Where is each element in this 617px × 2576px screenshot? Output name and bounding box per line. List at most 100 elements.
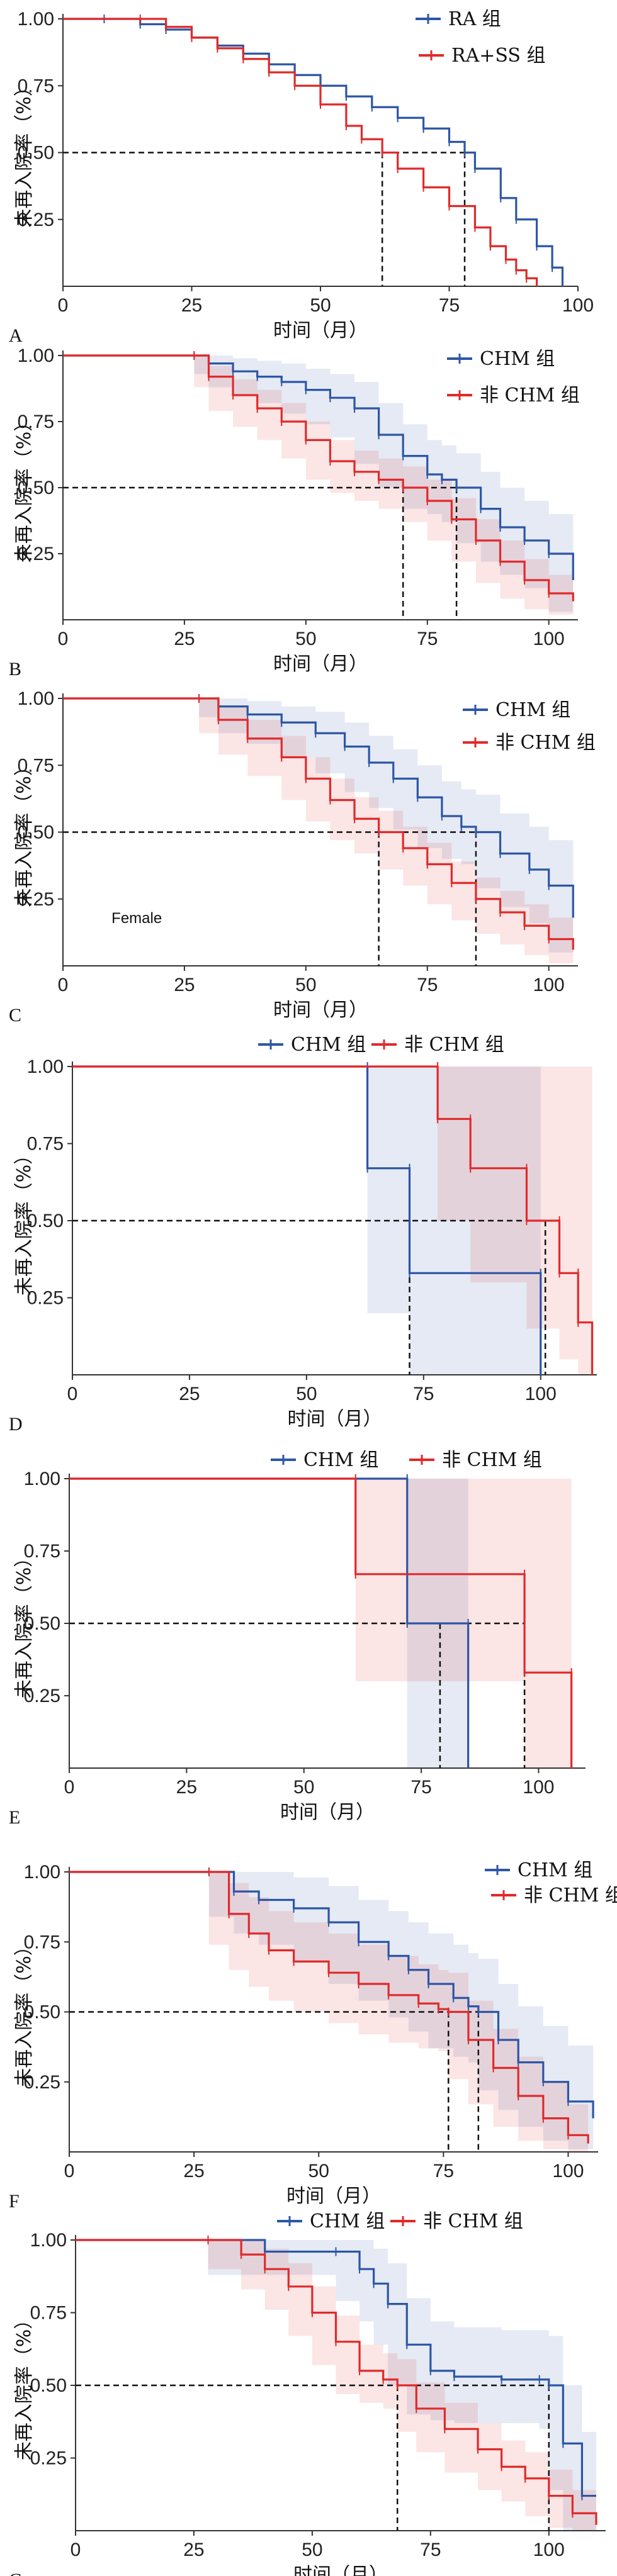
y-tick-label: 0.50 — [24, 1613, 60, 1634]
x-tick-label: 50 — [308, 2161, 329, 2181]
ci-band-a — [69, 1479, 468, 1768]
x-axis-title: 时间（月） — [273, 320, 368, 342]
x-tick-label: 50 — [310, 295, 331, 316]
x-tick-label: 75 — [439, 295, 460, 316]
panel-label: E — [9, 1807, 20, 1828]
x-tick-label: 50 — [302, 2540, 322, 2560]
legend-label: CHM 组 — [495, 699, 570, 721]
x-tick-label: 0 — [64, 1777, 75, 1798]
x-axis-title: 时间（月） — [280, 1801, 375, 1823]
legend-label: CHM 组 — [480, 348, 555, 370]
x-tick-label: 0 — [58, 975, 69, 995]
y-tick-label: 0.25 — [18, 210, 54, 230]
km-panel-c: 0 25 50 75 100 0.25 0.50 0.75 1.00 CHM 组非 CHM 组时间… — [9, 688, 596, 1026]
ci-band-b — [69, 1479, 572, 1768]
y-tick-label: 0.50 — [18, 143, 54, 164]
km-panel-b: 0 25 50 75 100 0.25 0.50 0.75 1.00 CHM 组非 CHM 组时间… — [9, 345, 580, 680]
y-tick-label: 1.00 — [18, 688, 54, 709]
x-tick-label: 25 — [176, 1777, 197, 1798]
x-axis-title: 时间（月） — [293, 2564, 388, 2576]
x-axis-title: 时间（月） — [273, 653, 368, 675]
y-tick-label: 0.25 — [18, 889, 54, 910]
y-tick-label: 0.25 — [24, 2072, 60, 2093]
x-tick-label: 25 — [183, 2540, 204, 2560]
x-tick-label: 100 — [533, 975, 565, 995]
y-tick-label: 1.00 — [30, 2230, 67, 2251]
x-axis-title: 时间（月） — [288, 1408, 382, 1430]
x-tick-label: 25 — [174, 975, 195, 995]
y-tick-label: 0.50 — [18, 478, 54, 498]
y-tick-label: 1.00 — [18, 9, 54, 30]
y-tick-label: 0.25 — [18, 544, 54, 564]
km-panel-f: 0 25 50 75 100 0.25 0.50 0.75 1.00 CHM 组非 CHM 组时间… — [9, 1859, 617, 2212]
y-tick-label: 1.00 — [24, 1469, 60, 1489]
y-axis-title: 未再入院率（%） — [13, 413, 35, 563]
y-tick-label: 0.75 — [18, 755, 54, 776]
legend-label: RA 组 — [448, 8, 501, 30]
x-tick-label: 75 — [417, 629, 438, 649]
y-axis-title: 未再入院率（%） — [13, 1548, 35, 1699]
x-tick-label: 0 — [64, 2161, 75, 2181]
legend-label: CHM 组 — [291, 1034, 366, 1056]
x-axis-title: 时间（月） — [286, 2185, 381, 2207]
panel-label: G — [9, 2570, 23, 2576]
km-curve-a — [76, 2239, 596, 2497]
x-tick-label: 25 — [174, 629, 195, 649]
x-tick-label: 25 — [181, 295, 202, 316]
km-panel-a: 0 25 50 75 100 0.25 0.50 0.75 1.00 RA 组 RA+SS 组时间（… — [9, 8, 594, 346]
x-tick-label: 50 — [293, 1777, 314, 1798]
x-axis-title: 时间（月） — [273, 999, 368, 1021]
legend-label: CHM 组 — [518, 1859, 592, 1881]
x-tick-label: 75 — [417, 975, 438, 995]
x-tick-label: 25 — [183, 2161, 204, 2181]
ci-band-b — [63, 698, 574, 963]
legend-label: 非 CHM 组 — [442, 1449, 542, 1471]
y-tick-label: 0.50 — [27, 1211, 64, 1231]
panel-label: A — [9, 325, 23, 346]
x-tick-label: 0 — [67, 1384, 78, 1404]
km-panel-e: 0 25 50 75 100 0.25 0.50 0.75 1.00 CHM 组 非 CHM 组时间… — [9, 1449, 586, 1828]
y-axis-title: 未再入院率（%） — [13, 757, 35, 907]
ci-band-a — [69, 1872, 594, 2149]
y-tick-label: 0.50 — [24, 2002, 60, 2023]
x-tick-label: 75 — [420, 2540, 441, 2560]
panel-label: C — [9, 1005, 21, 1026]
y-axis-title: 未再入院率（%） — [13, 77, 35, 228]
x-tick-label: 50 — [295, 975, 316, 995]
km-curve-b — [63, 18, 538, 286]
y-tick-label: 0.25 — [27, 1288, 64, 1309]
x-tick-label: 100 — [523, 1777, 554, 1798]
y-tick-label: 0.75 — [18, 412, 54, 432]
km-panel-d: 0 25 50 75 100 0.25 0.50 0.75 1.00 CHM 组 非 CHM 组时间… — [9, 1034, 597, 1435]
x-tick-label: 100 — [562, 295, 594, 316]
y-tick-label: 0.75 — [27, 1134, 64, 1155]
y-tick-label: 0.25 — [30, 2448, 67, 2469]
y-axis-title: 未再入院率（%） — [13, 2310, 35, 2461]
x-tick-label: 0 — [58, 295, 69, 316]
x-tick-label: 75 — [413, 1384, 434, 1404]
x-tick-label: 0 — [58, 629, 69, 649]
y-tick-label: 0.75 — [24, 1541, 60, 1562]
y-axis-title: 未再入院率（%） — [13, 1937, 35, 2087]
legend-label: 非 CHM 组 — [404, 1034, 504, 1056]
legend-label: 非 CHM 组 — [495, 732, 596, 754]
x-tick-label: 100 — [533, 2540, 565, 2560]
km-curve-a — [69, 1871, 594, 2119]
ci-band-b — [63, 356, 574, 615]
panel-label: F — [9, 2191, 20, 2212]
panel-label: D — [9, 1414, 23, 1435]
ci-band-a — [63, 356, 574, 612]
x-tick-label: 25 — [179, 1384, 200, 1404]
x-tick-label: 100 — [552, 2161, 584, 2181]
km-curve-b — [63, 697, 574, 950]
legend-label: 非 CHM 组 — [423, 2210, 523, 2232]
y-tick-label: 0.75 — [24, 1932, 60, 1952]
x-tick-label: 50 — [296, 1384, 317, 1404]
panel-label: B — [9, 659, 21, 680]
legend-label: RA+SS 组 — [451, 45, 546, 67]
panel-annotation: Female — [111, 910, 162, 927]
legend-label: 非 CHM 组 — [524, 1884, 617, 1907]
x-tick-label: 50 — [295, 629, 316, 649]
y-axis-title: 未再入院率（%） — [13, 1146, 35, 1296]
